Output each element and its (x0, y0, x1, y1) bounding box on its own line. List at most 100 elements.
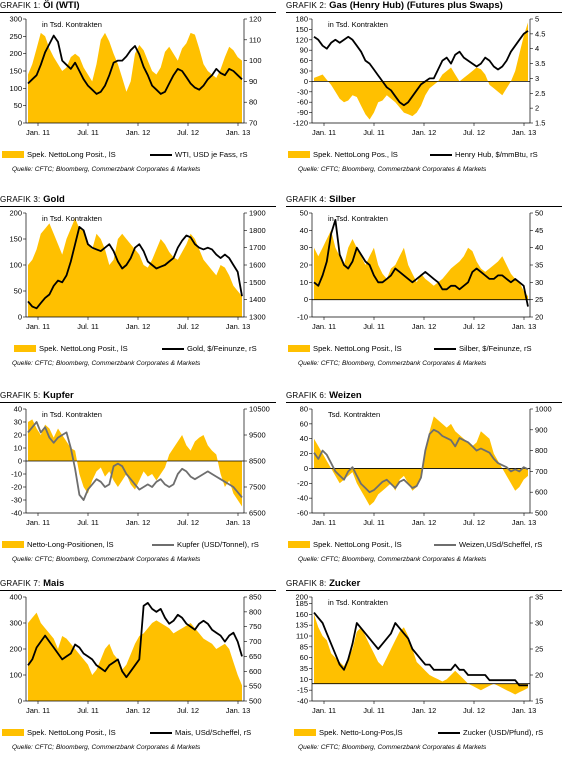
legend-area: Spek. Netto-Long-Pos,lS (294, 728, 403, 737)
left-tick-label: 90 (300, 46, 308, 55)
legend-area: Spek. NettoLong Posit., lS (288, 540, 402, 549)
right-tick-label: 1900 (249, 209, 266, 218)
chart-source: Quelle: CFTC; Bloomberg, Commerzbank Cor… (12, 360, 201, 367)
x-tick-label: Jan. 13 (226, 128, 251, 137)
x-tick-label: Jul. 12 (177, 322, 199, 331)
chart-title: GRAFIK 4: Silber (286, 194, 356, 205)
left-tick-label: 0 (304, 295, 308, 304)
chart-svg-3: 0 50 100 150 200 1300 1400 1500 1600 1700 1800 1900… (9, 209, 266, 332)
chart-panel-4: GRAFIK 4: Silber -10 0 10 20 30 40 50 20 25 30 35 4… (286, 194, 562, 380)
legend-line: Gold, $/Feinunze, rS (162, 344, 257, 353)
left-tick-label: 200 (9, 645, 22, 654)
x-tick-label: Jul. 12 (463, 322, 485, 331)
left-tick-label: 50 (14, 101, 22, 110)
legend-line-swatch (434, 347, 456, 350)
chart-prefix: GRAFIK 8: (286, 579, 327, 588)
chart-title-text: Weizen (329, 390, 362, 401)
right-tick-label: 70 (249, 119, 257, 128)
right-tick-label: 850 (249, 593, 262, 602)
line-series (27, 421, 243, 501)
title-rule (0, 590, 276, 591)
left-tick-label: 185 (295, 599, 308, 608)
right-tick-label: 550 (249, 682, 262, 691)
legend-line-swatch (434, 543, 456, 546)
left-tick-label: 150 (295, 25, 308, 34)
legend-area-label: Spek. NettoLong Posit., lS (313, 540, 402, 549)
right-tick-label: 4.5 (535, 29, 545, 38)
chart-title: GRAFIK 1: Öl (WTI) (0, 0, 80, 11)
legend-line: Mais, USd/Scheffel, rS (150, 728, 251, 737)
right-tick-label: 15 (535, 697, 543, 706)
x-tick-label: Jan. 11 (312, 706, 336, 715)
left-tick-label: 200 (9, 209, 22, 218)
legend-line-label: Henry Hub, $/mmBtu, rS (455, 150, 538, 159)
right-tick-label: 30 (535, 619, 543, 628)
right-tick-label: 1800 (249, 226, 266, 235)
left-tick-label: 0 (18, 457, 22, 466)
legend-area-swatch (2, 541, 24, 548)
x-tick-label: Jan. 12 (412, 706, 437, 715)
title-rule (286, 590, 562, 591)
title-rule (286, 206, 562, 207)
left-tick-label: 200 (9, 49, 22, 58)
x-tick-label: Jan. 11 (312, 128, 336, 137)
chart-annotation: in Tsd. Kontrakten (42, 214, 102, 223)
chart-prefix: GRAFIK 6: (286, 391, 327, 400)
left-tick-label: 100 (9, 84, 22, 93)
legend-line-swatch (430, 153, 452, 156)
right-tick-label: 9500 (249, 431, 266, 440)
left-tick-label: 10 (300, 675, 308, 684)
chart-prefix: GRAFIK 3: (0, 195, 41, 204)
line-series (27, 34, 243, 95)
left-tick-label: 180 (295, 15, 308, 24)
left-tick-label: 0 (18, 697, 22, 706)
legend-area: Spek. NettoLong Posit., lS (2, 150, 116, 159)
left-tick-label: 50 (14, 287, 22, 296)
x-tick-label: Jan. 11 (26, 128, 50, 137)
chart-legend: Spek. NettoLong Posit., lS Silber, $/Fei… (288, 344, 560, 356)
chart-panel-3: GRAFIK 3: Gold 0 50 100 150 200 1300 1400 1500 1… (0, 194, 276, 380)
area-series (314, 416, 528, 506)
legend-line-label: Gold, $/Feinunze, rS (187, 344, 257, 353)
legend-area-swatch (2, 729, 24, 736)
right-tick-label: 30 (535, 278, 543, 287)
legend-area-swatch (288, 345, 310, 352)
left-tick-label: 10 (300, 278, 308, 287)
left-tick-label: 200 (295, 593, 308, 602)
chart-title-text: Zucker (329, 578, 361, 589)
chart-legend: Spek. NettoLong Posit., lS Weizen,USd/Sc… (288, 540, 560, 552)
chart-title: GRAFIK 5: Kupfer (0, 390, 74, 401)
legend-area-label: Spek. NettoLong Posit., lS (27, 150, 116, 159)
legend-line-swatch (152, 543, 174, 546)
right-tick-label: 45 (535, 226, 543, 235)
right-tick-label: 1000 (535, 405, 552, 414)
legend-line-swatch (162, 347, 184, 350)
chart-annotation: in Tsd. Kontrakten (328, 20, 388, 29)
left-tick-label: 60 (300, 419, 308, 428)
chart-title: GRAFIK 8: Zucker (286, 578, 360, 589)
left-tick-label: 20 (300, 261, 308, 270)
left-tick-label: 80 (300, 405, 308, 414)
line-series (313, 218, 529, 307)
x-tick-label: Jan. 11 (26, 706, 50, 715)
right-tick-label: 500 (535, 509, 548, 518)
right-tick-label: 1300 (249, 313, 266, 322)
left-tick-label: -30 (297, 87, 308, 96)
title-rule (286, 402, 562, 403)
right-tick-label: 2.5 (535, 89, 545, 98)
left-tick-label: 135 (295, 621, 308, 630)
x-tick-label: Jan. 13 (512, 518, 537, 527)
chart-title-text: Mais (43, 578, 65, 589)
right-tick-label: 1400 (249, 295, 266, 304)
x-tick-label: Jan. 12 (126, 706, 151, 715)
right-tick-label: 35 (535, 261, 543, 270)
chart-prefix: GRAFIK 5: (0, 391, 41, 400)
x-tick-label: Jan. 11 (26, 518, 50, 527)
legend-area: Spek. NettoLong Pos., lS (288, 150, 398, 159)
chart-annotation: in Tsd. Kontrakten (42, 20, 102, 29)
left-tick-label: 100 (9, 671, 22, 680)
chart-panel-2: GRAFIK 2: Gas (Henry Hub) (Futures plus … (286, 0, 562, 186)
right-tick-label: 800 (249, 607, 262, 616)
chart-prefix: GRAFIK 1: (0, 1, 41, 10)
area-series (28, 419, 242, 507)
